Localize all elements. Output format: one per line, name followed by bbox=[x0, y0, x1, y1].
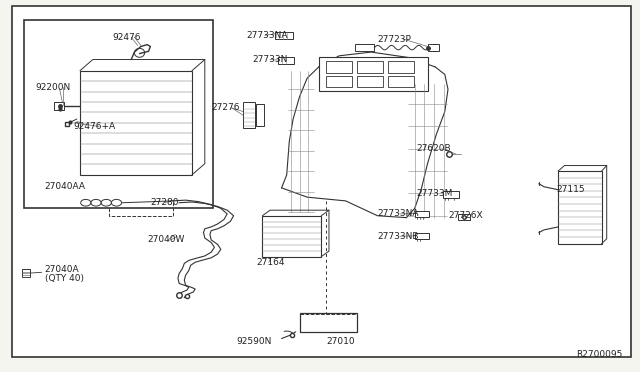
Bar bbox=[355, 44, 374, 51]
Bar bbox=[24, 20, 213, 208]
Text: 27280: 27280 bbox=[150, 198, 179, 207]
Bar bbox=[278, 57, 294, 64]
Text: 27276: 27276 bbox=[211, 103, 240, 112]
Bar bbox=[415, 233, 429, 239]
Bar bbox=[326, 61, 352, 73]
Bar bbox=[22, 269, 30, 277]
Text: 27040W: 27040W bbox=[147, 235, 184, 244]
Bar bbox=[256, 104, 264, 126]
Text: 92200N: 92200N bbox=[35, 83, 70, 92]
Bar bbox=[300, 313, 357, 332]
Text: 27115: 27115 bbox=[557, 185, 586, 194]
Bar bbox=[319, 57, 428, 91]
Bar bbox=[458, 214, 470, 220]
Bar bbox=[558, 171, 602, 244]
Text: 27733NB: 27733NB bbox=[378, 232, 419, 241]
Text: 27733NA: 27733NA bbox=[246, 31, 288, 40]
Bar bbox=[262, 216, 321, 257]
Bar bbox=[357, 61, 383, 73]
Text: 92476+A: 92476+A bbox=[74, 122, 116, 131]
Bar bbox=[243, 102, 255, 128]
Text: R2700095: R2700095 bbox=[576, 350, 622, 359]
Text: 27040A: 27040A bbox=[45, 265, 79, 274]
Bar bbox=[443, 191, 459, 198]
Text: 92476: 92476 bbox=[112, 33, 141, 42]
Text: 92590N: 92590N bbox=[237, 337, 272, 346]
Text: 27040AA: 27040AA bbox=[45, 182, 86, 190]
Text: 27620B: 27620B bbox=[416, 144, 451, 153]
Text: 27723P: 27723P bbox=[378, 35, 412, 44]
Bar bbox=[415, 211, 429, 217]
Bar bbox=[326, 76, 352, 87]
Bar bbox=[275, 32, 293, 39]
Bar bbox=[80, 71, 192, 175]
Bar bbox=[357, 76, 383, 87]
Bar bbox=[388, 61, 414, 73]
Text: 27733N: 27733N bbox=[253, 55, 288, 64]
Text: 27726X: 27726X bbox=[448, 211, 483, 220]
Text: (QTY 40): (QTY 40) bbox=[45, 275, 84, 283]
Bar bbox=[428, 44, 439, 51]
Text: 27733M: 27733M bbox=[416, 189, 452, 198]
Text: 27733NA: 27733NA bbox=[378, 209, 419, 218]
Bar bbox=[54, 102, 64, 110]
Bar bbox=[388, 76, 414, 87]
Text: 27010: 27010 bbox=[326, 337, 355, 346]
Text: 27164: 27164 bbox=[256, 258, 285, 267]
